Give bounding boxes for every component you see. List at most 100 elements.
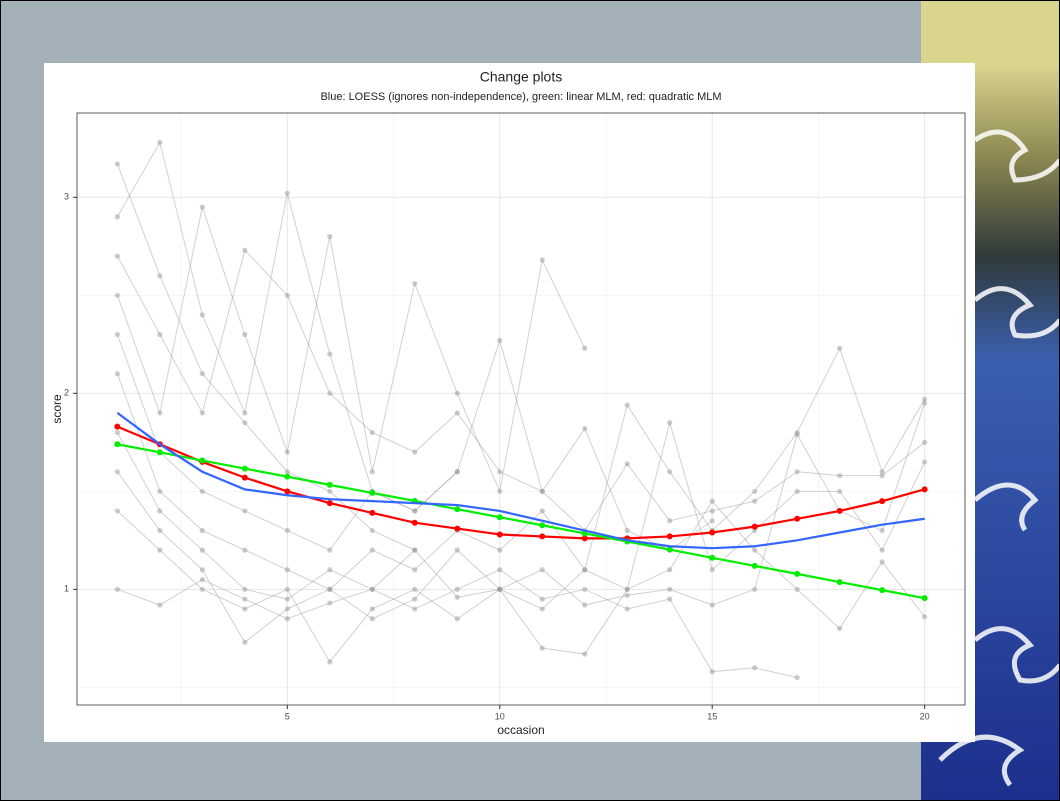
chart-title: Change plots	[480, 69, 563, 85]
trajectory-point	[115, 161, 120, 166]
x-tick-label: 5	[285, 711, 290, 721]
trajectory-point	[200, 204, 205, 209]
trajectory-point	[455, 548, 460, 553]
page: Change plots Blue: LOESS (ignores non-in…	[0, 0, 1060, 801]
trajectory-point	[582, 567, 587, 572]
trajectory-point	[200, 410, 205, 415]
fit-point	[794, 571, 800, 577]
trajectory-point	[242, 410, 247, 415]
trajectory-point	[497, 548, 502, 553]
fit-point	[879, 498, 885, 504]
trajectory-point	[582, 651, 587, 656]
trajectory-point	[710, 518, 715, 523]
trajectory-point	[157, 548, 162, 553]
trajectory-point	[582, 602, 587, 607]
trajectory-point	[285, 191, 290, 196]
trajectory-point	[115, 293, 120, 298]
fit-point	[752, 524, 758, 530]
trajectory-point	[285, 597, 290, 602]
trajectory-point	[242, 248, 247, 253]
trajectory-point	[667, 587, 672, 592]
trajectory-point	[327, 489, 332, 494]
fit-point	[369, 490, 375, 496]
trajectory-point	[200, 587, 205, 592]
fit-point	[284, 474, 290, 480]
trajectory-point	[200, 312, 205, 317]
trajectory-point	[667, 567, 672, 572]
trajectory-point	[455, 616, 460, 621]
x-axis-label: occasion	[497, 723, 544, 737]
trajectory-point	[582, 346, 587, 351]
trajectory-point	[625, 593, 630, 598]
trajectory-point	[285, 587, 290, 592]
trajectory-point	[157, 273, 162, 278]
trajectory-point	[625, 528, 630, 533]
trajectory-point	[540, 257, 545, 262]
trajectory-point	[200, 567, 205, 572]
fit-point	[922, 486, 928, 492]
trajectory-point	[242, 332, 247, 337]
fit-point	[412, 520, 418, 526]
trajectory-point	[412, 567, 417, 572]
trajectory-point	[625, 461, 630, 466]
trajectory-point	[540, 489, 545, 494]
fit-point	[794, 516, 800, 522]
trajectory-point	[880, 473, 885, 478]
trajectory-point	[115, 430, 120, 435]
trajectory-point	[667, 597, 672, 602]
trajectory-point	[752, 499, 757, 504]
y-tick-label: 3	[64, 192, 69, 202]
fit-point	[667, 533, 673, 539]
trajectory-point	[370, 548, 375, 553]
fit-point	[369, 510, 375, 516]
trajectory-point	[242, 587, 247, 592]
chart-subtitle: Blue: LOESS (ignores non-independence), …	[320, 91, 721, 103]
trajectory-point	[285, 567, 290, 572]
fit-point	[667, 547, 673, 553]
trajectory-point	[327, 587, 332, 592]
trajectory-point	[582, 587, 587, 592]
trajectory-point	[370, 587, 375, 592]
trajectory-point	[115, 332, 120, 337]
trajectory-point	[327, 567, 332, 572]
trajectory-point	[497, 469, 502, 474]
trajectory-point	[710, 499, 715, 504]
trajectory-point	[370, 430, 375, 435]
trajectory-point	[327, 548, 332, 553]
trajectory-point	[412, 548, 417, 553]
trajectory-point	[455, 391, 460, 396]
trajectory-point	[752, 548, 757, 553]
trajectory-point	[710, 602, 715, 607]
y-tick-label: 2	[64, 388, 69, 398]
fit-point	[837, 508, 843, 514]
trajectory-point	[540, 508, 545, 513]
trajectory-point	[667, 420, 672, 425]
trajectory-point	[327, 600, 332, 605]
trajectory-point	[115, 508, 120, 513]
fit-point	[327, 500, 333, 506]
chart-panel	[44, 63, 975, 742]
trajectory-point	[667, 518, 672, 523]
fit-point	[539, 522, 545, 528]
trajectory-point	[710, 508, 715, 513]
trajectory-point	[922, 614, 927, 619]
trajectory-point	[625, 587, 630, 592]
trajectory-point	[922, 440, 927, 445]
trajectory-point	[497, 567, 502, 572]
trajectory-point	[880, 548, 885, 553]
fit-point	[284, 488, 290, 494]
trajectory-point	[497, 587, 502, 592]
trajectory-point	[837, 346, 842, 351]
fit-point	[497, 531, 503, 537]
trajectory-point	[200, 577, 205, 582]
fit-point	[709, 555, 715, 561]
trajectory-point	[497, 338, 502, 343]
trajectory-point	[200, 528, 205, 533]
trajectory-point	[242, 606, 247, 611]
trajectory-point	[455, 410, 460, 415]
fit-point	[837, 579, 843, 585]
trajectory-point	[455, 587, 460, 592]
trajectory-point	[200, 371, 205, 376]
fit-point	[114, 424, 120, 430]
trajectory-point	[540, 646, 545, 651]
